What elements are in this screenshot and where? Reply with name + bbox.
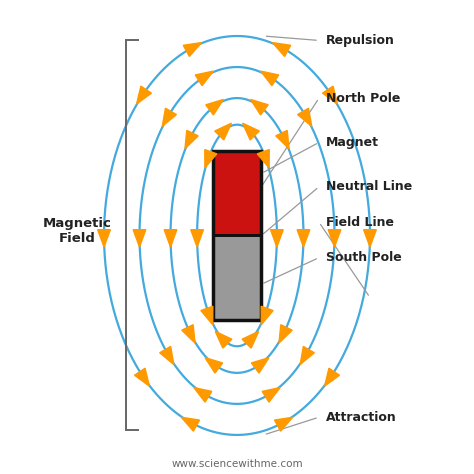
Polygon shape (162, 108, 176, 127)
Polygon shape (243, 123, 259, 140)
Bar (213, 236, 261, 319)
Polygon shape (261, 71, 279, 86)
Polygon shape (137, 86, 152, 104)
Polygon shape (271, 230, 283, 247)
Polygon shape (133, 230, 146, 247)
Polygon shape (328, 230, 341, 247)
Polygon shape (215, 331, 232, 348)
Polygon shape (205, 357, 223, 373)
Polygon shape (298, 108, 312, 127)
Polygon shape (185, 130, 198, 149)
Polygon shape (164, 230, 177, 247)
Text: North Pole: North Pole (326, 91, 400, 105)
Bar (213, 151, 261, 236)
Polygon shape (160, 346, 174, 365)
Polygon shape (273, 43, 291, 56)
Polygon shape (205, 150, 217, 168)
Polygon shape (206, 100, 223, 115)
Text: www.sciencewithme.com: www.sciencewithme.com (171, 459, 303, 469)
Polygon shape (251, 357, 269, 373)
Text: South Pole: South Pole (326, 251, 401, 264)
Text: Magnet: Magnet (326, 136, 379, 149)
Polygon shape (276, 130, 289, 149)
Polygon shape (201, 306, 213, 325)
Polygon shape (98, 230, 110, 247)
Polygon shape (251, 100, 268, 115)
Polygon shape (364, 230, 376, 247)
Polygon shape (262, 388, 280, 402)
Polygon shape (191, 230, 203, 247)
Text: Magnetic
Field: Magnetic Field (43, 217, 112, 245)
Polygon shape (279, 325, 292, 343)
Polygon shape (322, 86, 337, 104)
Polygon shape (242, 331, 259, 348)
Polygon shape (261, 306, 273, 325)
Polygon shape (297, 230, 310, 247)
Polygon shape (215, 123, 231, 140)
Text: Attraction: Attraction (326, 410, 396, 424)
Text: Repulsion: Repulsion (326, 34, 394, 47)
Polygon shape (182, 325, 195, 343)
Polygon shape (300, 346, 314, 365)
Text: Neutral Line: Neutral Line (326, 180, 412, 193)
Text: Field Line: Field Line (326, 216, 393, 228)
Bar (213, 151, 261, 319)
Polygon shape (325, 368, 339, 386)
Polygon shape (257, 150, 269, 168)
Polygon shape (183, 43, 201, 56)
Polygon shape (274, 417, 293, 431)
Polygon shape (181, 417, 200, 431)
Polygon shape (195, 71, 213, 86)
Polygon shape (194, 388, 212, 402)
Polygon shape (135, 368, 149, 386)
